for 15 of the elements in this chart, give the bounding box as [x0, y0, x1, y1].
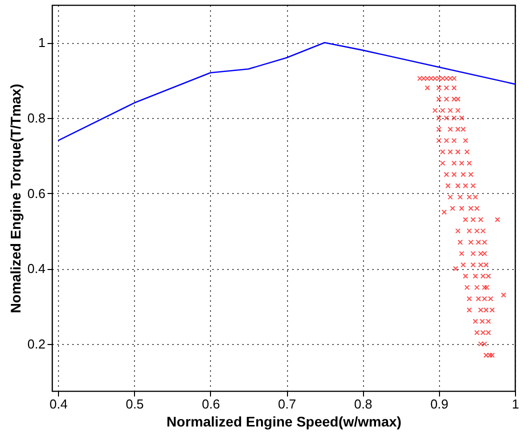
- y-tick-label: 0.8: [27, 110, 46, 126]
- y-axis-title: Nomalized Engine Torque(T/Tmax): [7, 84, 24, 314]
- x-axis-title: Normalized Engine Speed(w/wmax): [166, 414, 402, 430]
- y-tick-label: 0.2: [27, 336, 46, 352]
- x-tick-label: 0.6: [202, 396, 220, 412]
- y-tick-label: 0.6: [27, 186, 46, 201]
- x-tick-label: 0.8: [354, 396, 372, 412]
- x-tick-label: 0.5: [126, 396, 144, 412]
- y-tick-label: 0.4: [27, 261, 46, 276]
- y-tick-label: 1: [38, 35, 46, 50]
- line-series: [57, 42, 516, 142]
- x-tick-label: 0.4: [50, 396, 68, 412]
- x-tick-label: 1: [512, 396, 520, 412]
- x-tick-label: 0.9: [430, 396, 448, 412]
- x-tick-label: 0.7: [278, 396, 296, 412]
